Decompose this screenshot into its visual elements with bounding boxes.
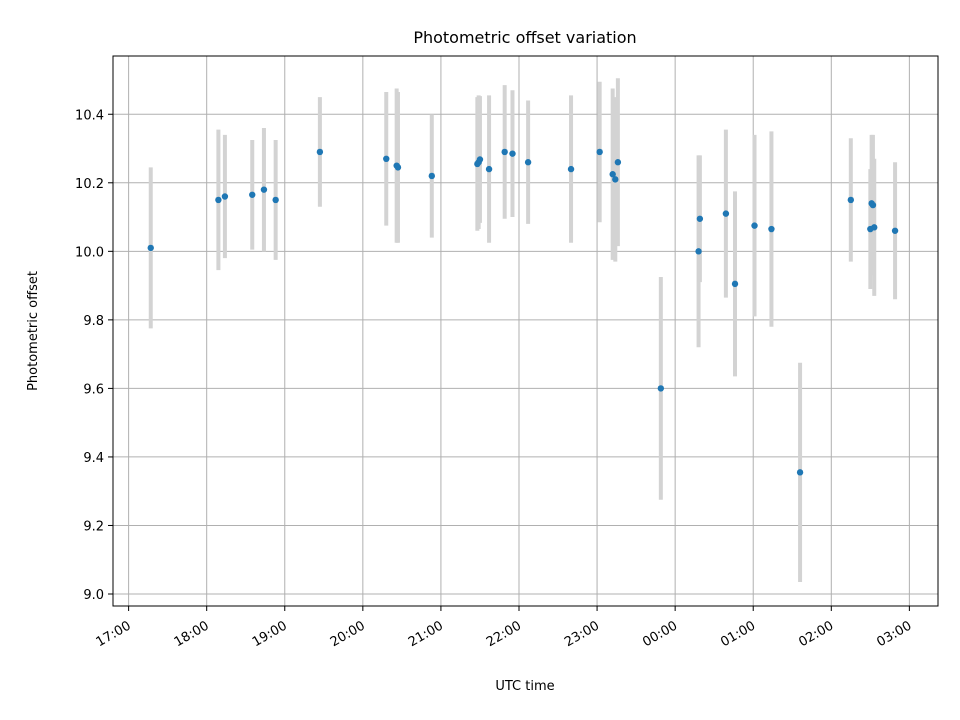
- data-point: [731, 280, 739, 288]
- y-tick-label: 10.4: [75, 108, 104, 123]
- data-point: [567, 165, 575, 173]
- y-axis-ticks: 9.0 9.2 9.4 9.6 9.8 10.0 10.2 10.4: [75, 108, 113, 603]
- data-point: [722, 210, 730, 217]
- data-point: [147, 244, 154, 252]
- y-tick-label: 9.2: [83, 519, 104, 534]
- data-point: [272, 196, 279, 204]
- data-point: [596, 148, 603, 156]
- data-point: [485, 165, 493, 173]
- data-point: [428, 172, 436, 180]
- data-points: [147, 148, 899, 476]
- x-axis-label: UTC time: [495, 679, 554, 694]
- y-tick-label: 9.8: [83, 314, 104, 329]
- data-point: [891, 227, 899, 234]
- data-point: [869, 201, 877, 209]
- data-point: [871, 224, 878, 231]
- chart-title: Photometric offset variation: [413, 28, 636, 47]
- y-tick-label: 10.0: [75, 245, 104, 260]
- data-point: [751, 222, 758, 229]
- data-point: [249, 191, 256, 198]
- data-point: [695, 248, 702, 255]
- data-point: [768, 225, 775, 233]
- data-point: [847, 196, 855, 204]
- y-tick-label: 9.4: [83, 451, 104, 466]
- y-axis-label: Photometric offset: [26, 271, 41, 391]
- data-point: [260, 186, 268, 193]
- data-point: [501, 148, 508, 156]
- plot-frame: [112, 55, 939, 607]
- data-point: [509, 150, 516, 157]
- data-point: [609, 171, 616, 178]
- data-point: [796, 469, 804, 476]
- data-point: [657, 385, 665, 392]
- data-point: [476, 156, 484, 163]
- y-tick-label: 9.0: [83, 588, 104, 603]
- data-point: [696, 215, 704, 222]
- y-tick-label: 10.2: [75, 177, 104, 192]
- data-point: [394, 164, 402, 171]
- data-point: [524, 159, 532, 166]
- data-point: [215, 196, 222, 204]
- data-point: [383, 155, 390, 163]
- data-point: [316, 148, 324, 156]
- data-point: [221, 193, 229, 200]
- data-point: [614, 159, 622, 166]
- data-point: [612, 176, 619, 183]
- y-tick-label: 9.6: [83, 382, 104, 397]
